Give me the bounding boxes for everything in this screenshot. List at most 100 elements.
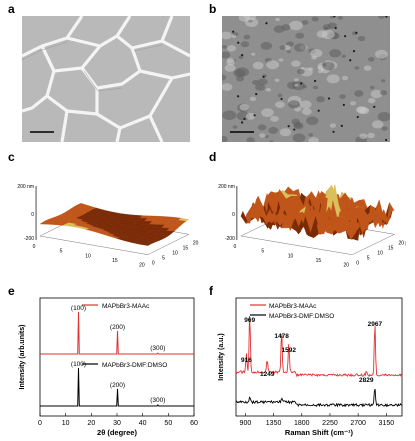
grain (245, 112, 256, 120)
series-line (40, 311, 194, 355)
grain (231, 34, 237, 39)
x-tick-label: 60 (190, 420, 198, 427)
peak-label: 916 (241, 357, 252, 364)
grain (238, 55, 244, 60)
panel-letter-d: d (209, 150, 217, 164)
pinhole (342, 103, 345, 107)
pinhole (340, 124, 343, 127)
afm-surface-c: 200 nm 0 -200 0 5 10 15 20 μm 20 15 10 5 0 (14, 160, 200, 278)
afm-facet (346, 220, 355, 230)
grain (308, 133, 314, 137)
z-tick-top: 200 nm (218, 184, 235, 190)
pinhole (356, 115, 359, 119)
x-tick-label: 900 (240, 420, 252, 427)
x-tick-label: 10 (62, 420, 70, 427)
x-tick-label: 40 (139, 420, 147, 427)
grain (292, 81, 306, 91)
pinhole (332, 130, 335, 133)
afm-x-tick: 10 (172, 251, 178, 257)
peak-label: 1249 (260, 371, 275, 378)
grain (367, 57, 375, 62)
pinhole (317, 109, 320, 112)
afm-x-tick: 10 (377, 251, 383, 257)
pinhole (280, 97, 283, 101)
grain (359, 133, 368, 140)
legend-label: MAPbBr3-DMF:DMSO (269, 313, 334, 320)
afm-y-tick: 20 (139, 263, 145, 269)
grain (255, 83, 266, 91)
series-line (235, 388, 402, 408)
peak-label: (100) (71, 305, 86, 312)
pinhole (255, 93, 258, 96)
afm-y-tick: 0 (233, 244, 236, 250)
grain (329, 16, 335, 19)
afm-surface-d: 200 nm 0 -200 0 5 10 15 20 μm 20 15 10 5 0 (214, 160, 406, 278)
pinhole (333, 16, 336, 18)
peak-label: 969 (244, 317, 255, 324)
grain (378, 16, 386, 19)
grain (375, 49, 388, 59)
grain (269, 140, 274, 142)
afm-x-tick: 5 (367, 256, 370, 262)
peak-label: (200) (110, 382, 125, 389)
grain (316, 96, 325, 103)
grain (235, 75, 245, 82)
grain (222, 31, 232, 40)
panel-letter-a: a (8, 2, 15, 16)
pinhole (253, 114, 256, 117)
x-tick-label: 30 (113, 420, 121, 427)
grain (326, 74, 340, 84)
grain (321, 29, 335, 40)
pinhole (300, 82, 303, 85)
peak-label: (100) (71, 361, 86, 368)
z-tick-mid: 0 (31, 212, 34, 218)
grain (299, 100, 312, 109)
pinhole (237, 41, 240, 44)
legend-label: MAPbBr3-MAAc (102, 303, 150, 310)
x-tick-label: 2250 (322, 420, 338, 427)
plot-frame (235, 297, 403, 417)
grain (222, 45, 227, 49)
peak-label: 1478 (274, 333, 289, 340)
pinhole (237, 95, 240, 98)
afm-y-tick: 10 (85, 253, 91, 259)
xrd-chart: 0 10 20 30 40 50 60 2θ (degree) Intensity (arb.u… (14, 292, 204, 438)
series-line (40, 367, 194, 407)
grain (261, 108, 274, 118)
grain (266, 60, 280, 70)
grain (329, 49, 342, 58)
grain (292, 133, 306, 142)
grain (227, 45, 237, 52)
grain (354, 90, 364, 97)
pinhole (327, 97, 331, 100)
grain (356, 106, 368, 114)
grain (337, 16, 344, 20)
grain (371, 120, 384, 129)
x-tick-label: 3150 (379, 420, 395, 427)
grain (301, 108, 312, 116)
grain (270, 115, 279, 122)
z-tick-top: 200 nm (17, 184, 34, 190)
afm-y-tick: 0 (33, 244, 36, 250)
grain (294, 78, 299, 82)
raman-chart: 900 1350 1800 2250 2700 3150 Raman Shift (cm⁻¹… (214, 292, 410, 438)
grain (323, 26, 329, 31)
grain (283, 44, 291, 50)
grain (279, 128, 292, 137)
pinhole (349, 59, 352, 62)
y-axis-label: Intensity (a.u.) (218, 333, 225, 380)
grain (322, 61, 335, 71)
afm-x-tick: 5 (162, 256, 165, 262)
afm-y-tick: 20 (343, 263, 349, 269)
afm-x-tick: 0 (356, 261, 359, 267)
afm-y-tick: 5 (60, 249, 63, 255)
pinhole (373, 105, 376, 108)
grain (257, 78, 268, 86)
pinhole (334, 26, 337, 30)
grain (259, 133, 266, 138)
grain (249, 96, 257, 102)
grain (222, 110, 237, 121)
grain (279, 45, 286, 50)
x-axis-label: Raman Shift (cm⁻¹) (285, 428, 354, 437)
pinhole (287, 125, 290, 128)
